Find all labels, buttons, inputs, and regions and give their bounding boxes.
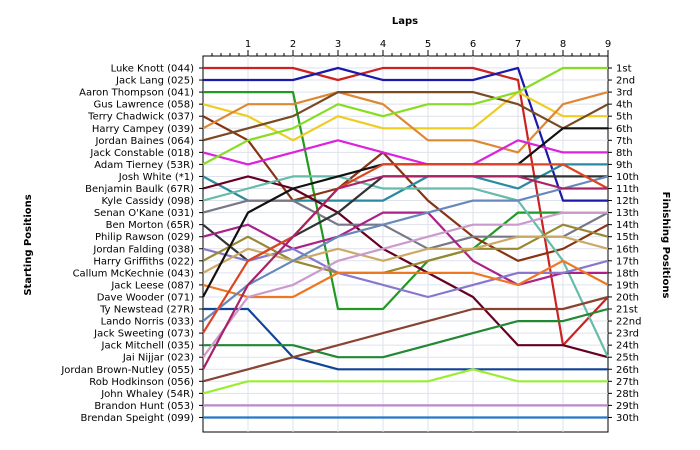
finishing-position-label: 13th [616,208,639,219]
lap-tick-label: 6 [470,39,476,50]
starting-position-label: Jack Sweeting (073) [93,329,194,340]
starting-position-label: Jordan Baines (064) [94,136,194,147]
series-line-3 [203,90,608,311]
finishing-position-label: 11th [616,184,639,195]
starting-position-label: Harry Campey (039) [92,124,194,135]
starting-position-label: Callum McKechnie (043) [73,268,195,279]
lap-tick-label: 1 [245,39,251,50]
starting-position-label: Philip Rawson (029) [95,232,194,243]
finishing-position-label: 3rd [616,88,633,99]
series-line-4 [202,90,608,142]
series-line-22 [202,175,609,322]
lap-tick-label: 7 [515,39,521,50]
starting-position-labels: Luke Knott (044)Jack Lang (025)Aaron Tho… [60,64,203,424]
finishing-position-label: 26th [616,365,639,376]
series-line-12 [202,175,609,358]
series-line-24 [203,307,609,359]
series-line-23 [202,163,609,334]
series-line-26 [202,175,608,370]
starting-position-label: Josh White (*1) [118,172,194,183]
lap-tick-label: 4 [380,39,386,50]
starting-position-label: Senan O'Kane (031) [94,208,194,219]
starting-position-label: Jack Mitchell (035) [101,341,195,352]
finishing-position-label: 16th [616,244,639,255]
finishing-position-label: 8th [616,148,633,159]
finishing-position-label: 10th [616,172,639,183]
finishing-position-label: 22nd [616,317,641,328]
lap-tick-label: 8 [560,39,566,50]
starting-position-label: Rob Hodkinson (056) [89,377,194,388]
finishing-position-label: 18th [616,268,639,279]
y-axis-title-left: Starting Positions [23,194,34,295]
starting-position-label: Kyle Cassidy (098) [102,196,195,207]
finishing-position-label: 28th [616,389,639,400]
finishing-position-label: 6th [616,124,633,135]
lap-ticks: 1 2 3 4 5 6 7 8 9 [211,39,611,56]
finishing-position-label: 1st [616,64,632,75]
starting-position-label: Brandon Hunt (053) [94,401,194,412]
series-line-9 [202,66,608,166]
starting-position-label: Terry Chadwick (037) [87,112,194,123]
x-axis-title: Laps [392,16,418,27]
finishing-position-label: 24th [616,341,639,352]
series-line-19 [202,259,609,299]
finishing-position-label: 9th [616,160,633,171]
finishing-position-label: 25th [616,353,639,364]
starting-position-label: Gus Lawrence (058) [94,100,195,111]
starting-position-label: Benjamin Baulk (67R) [85,184,194,195]
finishing-position-label: 14th [616,220,639,231]
starting-position-label: Dave Wooder (071) [97,292,194,303]
series-line-25 [202,211,608,358]
finishing-position-label: 2nd [616,76,635,87]
starting-position-label: Jack Lang (025) [115,76,194,87]
lap-tick-label: 5 [425,39,431,50]
finishing-position-label: 17th [616,256,639,267]
finishing-position-label: 30th [616,413,639,424]
starting-position-label: Jai Nijjar (023) [122,353,194,364]
starting-position-label: Jack Constable (018) [89,148,194,159]
starting-position-label: Brendan Speight (099) [80,413,194,424]
starting-position-label: Jordan Brown-Nutley (055) [60,365,194,376]
series-line-18 [202,235,609,274]
finishing-position-label: 27th [616,377,639,388]
starting-position-label: Harry Griffiths (022) [93,256,194,267]
starting-position-label: Luke Knott (044) [111,64,195,75]
lap-tick-label: 2 [290,39,296,50]
starting-position-label: Jordan Falding (038) [92,244,194,255]
series-line-15 [202,211,608,286]
finishing-position-label: 15th [616,232,639,243]
finishing-position-label: 29th [616,401,639,412]
starting-position-label: Lando Norris (033) [101,317,194,328]
series-line-21 [203,307,608,371]
finishing-position-label: 4th [616,100,633,111]
lap-tick-label: 3 [335,39,341,50]
series-line-2 [203,66,608,202]
lap-tick-label: 9 [605,39,611,50]
finishing-position-label: 23rd [616,329,639,340]
finishing-position-labels: 1st2nd3rd4th5th6th7th8th9th10th11th12th1… [608,64,641,424]
series-line-7 [202,90,609,142]
starting-position-label: Ben Morton (65R) [106,220,195,231]
finishing-position-label: 7th [616,136,633,147]
starting-position-label: John Whaley (54R) [100,389,194,400]
series-line-27 [202,295,609,383]
series-line-6 [202,90,609,154]
starting-position-label: Aaron Thompson (041) [79,88,194,99]
finishing-position-label: 20th [616,292,639,303]
starting-position-label: Adam Tierney (53R) [94,160,194,171]
series-line-28 [202,368,608,395]
starting-position-label: Jack Leese (087) [110,280,194,291]
finishing-position-label: 5th [616,112,633,123]
finishing-position-label: 19th [616,280,639,291]
finishing-position-label: 21st [616,305,638,316]
finishing-position-label: 12th [616,196,639,207]
series-lines [202,66,609,419]
starting-position-label: Ty Newstead (27R) [99,305,194,316]
y-axis-title-right: Finishing Positions [660,192,671,299]
